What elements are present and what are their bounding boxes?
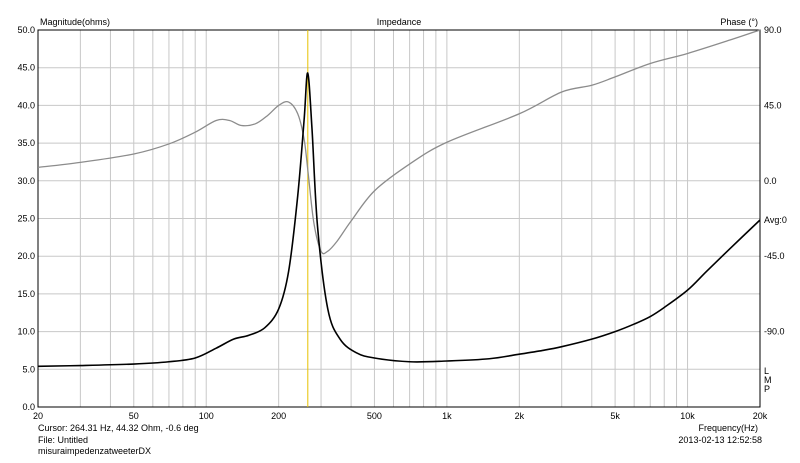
x-tick-label: 500 [367, 411, 382, 421]
x-tick-label: 2k [515, 411, 525, 421]
x-tick-label: 1k [442, 411, 452, 421]
cursor-readout: Cursor: 264.31 Hz, 44.32 Ohm, -0.6 deg [38, 423, 199, 433]
y2-tick-label: 45.0 [764, 100, 782, 110]
y-tick-label: 35.0 [17, 138, 35, 148]
x-tick-label: 20 [33, 411, 43, 421]
lmp-label: M [764, 375, 772, 385]
phase-series-line [37, 29, 761, 255]
right-axis-label: Phase (°) [720, 17, 758, 27]
timestamp: 2013-02-13 12:52:58 [678, 435, 762, 445]
lmp-label: P [764, 384, 770, 394]
chart-title: Impedance [377, 17, 422, 27]
y-tick-label: 50.0 [17, 25, 35, 35]
x-axis-label: Frequency(Hz) [698, 423, 758, 433]
x-tick-label: 100 [199, 411, 214, 421]
measurement-name: misuraimpedenzatweeterDX [38, 446, 152, 456]
y-tick-label: 0.0 [22, 402, 35, 412]
magnitude-series-line [37, 72, 761, 368]
y-tick-label: 30.0 [17, 176, 35, 186]
y-tick-label: 20.0 [17, 251, 35, 261]
series-layer [37, 29, 761, 368]
file-label: File: Untitled [38, 435, 89, 445]
y-tick-label: 45.0 [17, 63, 35, 73]
y-tick-label: 25.0 [17, 214, 35, 224]
plot-frame [37, 29, 761, 408]
labels-layer: 0.0 5.0 10.0 15.0 20.0 25.0 30.0 35.0 40.0 45.0 50… [17, 17, 786, 433]
x-tick-label: 50 [129, 411, 139, 421]
y-tick-label: 5.0 [22, 364, 35, 374]
left-axis-label: Magnitude(ohms) [40, 17, 110, 27]
x-tick-label: 200 [271, 411, 286, 421]
y2-tick-label: -90.0 [764, 327, 785, 337]
y-tick-label: 10.0 [17, 327, 35, 337]
x-tick-label: 10k [680, 411, 695, 421]
x-tick-label: 5k [610, 411, 620, 421]
grid [38, 30, 760, 407]
y2-tick-label: 0.0 [764, 176, 777, 186]
x-tick-label: 20k [753, 411, 768, 421]
avg-label: Avg:0 [764, 215, 787, 225]
y2-tick-label: -45.0 [764, 251, 785, 261]
y-tick-label: 40.0 [17, 100, 35, 110]
y-tick-label: 15.0 [17, 289, 35, 299]
y2-tick-label: 90.0 [764, 25, 782, 35]
lmp-label: L [764, 366, 769, 376]
